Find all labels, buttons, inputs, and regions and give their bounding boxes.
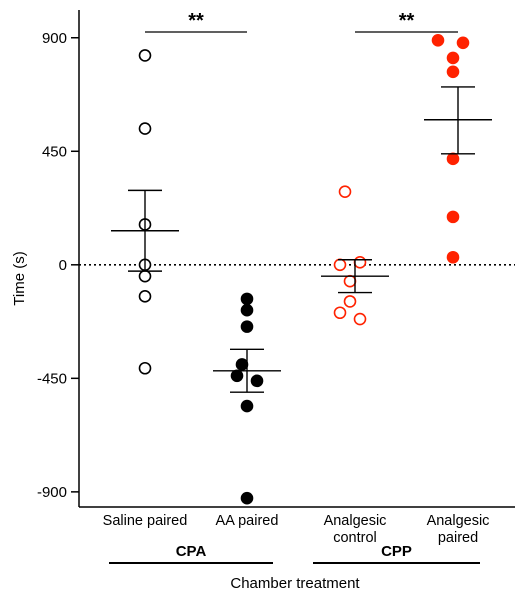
y-tick-label: -450 [37,370,67,387]
data-point [343,295,357,308]
group-label: CPA [176,543,207,560]
data-point [431,33,445,47]
y-tick-label: -900 [37,484,67,501]
data-point [240,491,254,505]
data-point [353,312,367,326]
data-point [138,49,152,62]
data-point [138,122,152,135]
x-axis-title: Chamber treatment [230,575,360,592]
data-point [456,36,470,50]
data-point [240,399,254,413]
data-point [333,258,347,272]
labels-layer: Time (s) Saline paired AA paired Analgesic c… [11,251,489,592]
data-point [235,358,249,371]
data-point [446,210,460,224]
category-label: AA paired [216,513,279,529]
error-bars [111,86,492,393]
axes: 900 450 0 -450 -900 [37,10,515,508]
data-point [446,250,460,264]
group-label: CPP [381,543,412,560]
data-point [138,269,152,283]
data-point [333,306,347,320]
data-point [240,303,254,317]
data-point [230,369,244,383]
data-point [446,51,460,65]
significance-label: ** [399,10,415,32]
category-label: Analgesic paired [427,513,490,546]
category-label: Saline paired [103,513,188,529]
data-point [446,152,460,166]
significance-label: ** [188,10,204,32]
significance-layer: ** ** [145,10,458,33]
y-tick-label: 450 [42,143,67,160]
data-point [240,320,254,333]
data-point [338,185,352,198]
data-point [343,274,357,288]
category-label: Analgesic control [324,513,387,546]
data-point [138,361,152,375]
y-tick-label: 900 [42,30,67,47]
data-point [138,290,152,303]
data-points [138,33,470,505]
data-point [250,374,264,388]
data-point [446,65,460,79]
data-point [240,292,254,306]
data-point [353,255,367,269]
y-tick-label: 0 [59,257,67,274]
y-axis-title: Time (s) [11,251,28,305]
